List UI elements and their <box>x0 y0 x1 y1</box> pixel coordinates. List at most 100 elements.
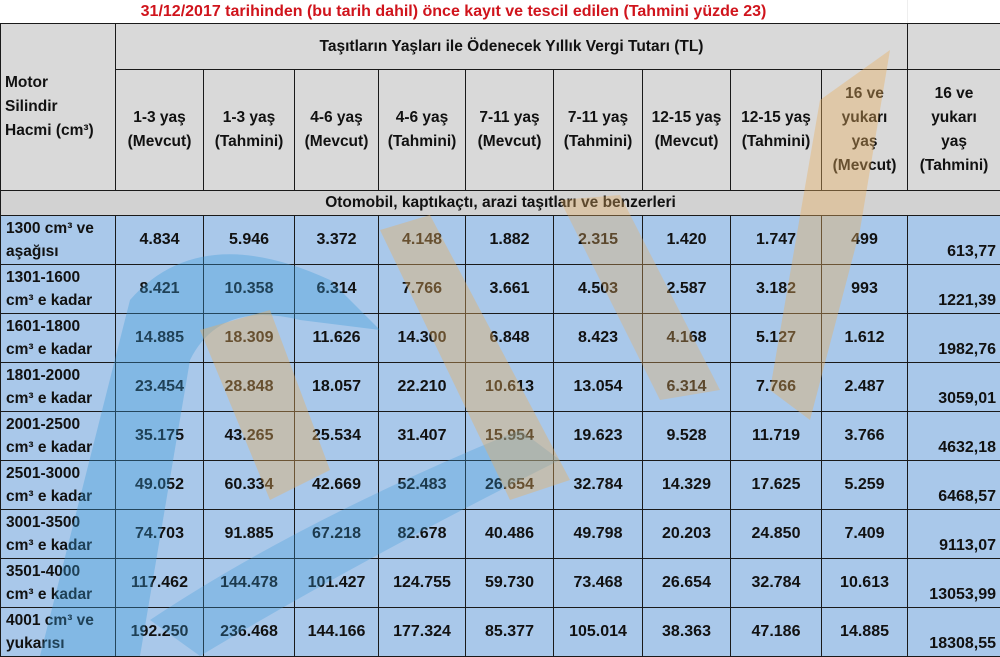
table-cell: 14.885 <box>822 608 908 657</box>
column-header: 12-15 yaş(Tahmini) <box>731 70 822 191</box>
table-cell: 2.487 <box>822 363 908 412</box>
motor-header: Motor Silindir Hacmi (cm³) <box>1 24 116 191</box>
table-cell: 7.409 <box>822 510 908 559</box>
table-cell: 117.462 <box>116 559 204 608</box>
table-cell: 19.623 <box>554 412 643 461</box>
section-title: Otomobil, kaptıkaçtı, arazi taşıtları ve… <box>1 191 1000 216</box>
table-cell: 14.329 <box>643 461 731 510</box>
table-cell: 10.358 <box>204 265 295 314</box>
table-cell: 2.587 <box>643 265 731 314</box>
column-header-line: 1-3 yaş <box>116 106 203 130</box>
table-cell: 499 <box>822 216 908 265</box>
row-label-line: 2501-3000 <box>6 462 115 485</box>
table-cell: 11.626 <box>295 314 379 363</box>
table-cell: 26.654 <box>643 559 731 608</box>
column-header: 7-11 yaş(Mevcut) <box>466 70 554 191</box>
column-header-line: (Tahmini) <box>204 130 294 154</box>
table-cell: 4.834 <box>116 216 204 265</box>
column-header-line: (Mevcut) <box>116 130 203 154</box>
group-header: Taşıtların Yaşları ile Ödenecek Yıllık V… <box>116 24 908 70</box>
table-cell: 3059,01 <box>908 363 1000 412</box>
table-cell: 5.127 <box>731 314 822 363</box>
table-cell: 31.407 <box>379 412 466 461</box>
column-header-line: 16 ve <box>822 82 907 106</box>
row-label-line: yukarısı <box>6 632 115 655</box>
table-cell: 7.766 <box>731 363 822 412</box>
column-header-line: (Tahmini) <box>908 154 1000 178</box>
row-label-line: cm³ e kadar <box>6 534 115 557</box>
table-cell: 40.486 <box>466 510 554 559</box>
column-header: 1-3 yaş(Tahmini) <box>204 70 295 191</box>
table-cell: 8.423 <box>554 314 643 363</box>
table-cell: 26.654 <box>466 461 554 510</box>
table-cell: 192.250 <box>116 608 204 657</box>
table-cell: 49.798 <box>554 510 643 559</box>
table-cell: 5.259 <box>822 461 908 510</box>
row-label-line: 4001 cm³ ve <box>6 609 115 632</box>
motor-header-line: Hacmi (cm³) <box>5 119 115 143</box>
table-cell: 32.784 <box>554 461 643 510</box>
table-cell: 13053,99 <box>908 559 1000 608</box>
title-spacer <box>907 0 1000 23</box>
table-cell: 144.166 <box>295 608 379 657</box>
row-label-line: cm³ e kadar <box>6 387 115 410</box>
column-header-line: (Mevcut) <box>822 154 907 178</box>
table-cell: 14.300 <box>379 314 466 363</box>
column-header-line: (Mevcut) <box>466 130 553 154</box>
table-cell: 6.314 <box>295 265 379 314</box>
motor-header-line: Silindir <box>5 95 115 119</box>
table-cell: 1.612 <box>822 314 908 363</box>
table-cell: 4.168 <box>643 314 731 363</box>
table-cell: 177.324 <box>379 608 466 657</box>
table-cell: 101.427 <box>295 559 379 608</box>
table-cell: 60.334 <box>204 461 295 510</box>
column-header-line: (Tahmini) <box>379 130 465 154</box>
column-header-line: 1-3 yaş <box>204 106 294 130</box>
table-cell: 47.186 <box>731 608 822 657</box>
table-cell: 9113,07 <box>908 510 1000 559</box>
column-header-line: 7-11 yaş <box>466 106 553 130</box>
table-cell: 20.203 <box>643 510 731 559</box>
column-header-line: (Tahmini) <box>731 130 821 154</box>
table-cell: 6.848 <box>466 314 554 363</box>
row-label-line: 1801-2000 <box>6 364 115 387</box>
table-cell: 10.613 <box>822 559 908 608</box>
row-label-line: cm³ e kadar <box>6 485 115 508</box>
table-cell: 1.747 <box>731 216 822 265</box>
column-header-line: 12-15 yaş <box>643 106 730 130</box>
table-cell: 17.625 <box>731 461 822 510</box>
table-cell: 1982,76 <box>908 314 1000 363</box>
table-cell: 18308,55 <box>908 608 1000 657</box>
table-title: 31/12/2017 tarihinden (bu tarih dahil) ö… <box>0 0 907 23</box>
table-cell: 74.703 <box>116 510 204 559</box>
table-cell: 4.503 <box>554 265 643 314</box>
table-cell: 4.148 <box>379 216 466 265</box>
table-cell: 6468,57 <box>908 461 1000 510</box>
table-cell: 1.882 <box>466 216 554 265</box>
column-header: 7-11 yaş(Tahmini) <box>554 70 643 191</box>
table-cell: 3.766 <box>822 412 908 461</box>
table-cell: 91.885 <box>204 510 295 559</box>
column-header-line: 7-11 yaş <box>554 106 642 130</box>
column-header-line: 4-6 yaş <box>379 106 465 130</box>
row-label-line: 1300 cm³ ve <box>6 217 115 240</box>
table-cell: 11.719 <box>731 412 822 461</box>
table-cell: 18.309 <box>204 314 295 363</box>
row-label-line: cm³ e kadar <box>6 338 115 361</box>
table-cell: 14.885 <box>116 314 204 363</box>
table-cell: 52.483 <box>379 461 466 510</box>
row-label-line: aşağısı <box>6 240 115 263</box>
table-cell: 85.377 <box>466 608 554 657</box>
table-cell: 13.054 <box>554 363 643 412</box>
row-label-line: cm³ e kadar <box>6 436 115 459</box>
